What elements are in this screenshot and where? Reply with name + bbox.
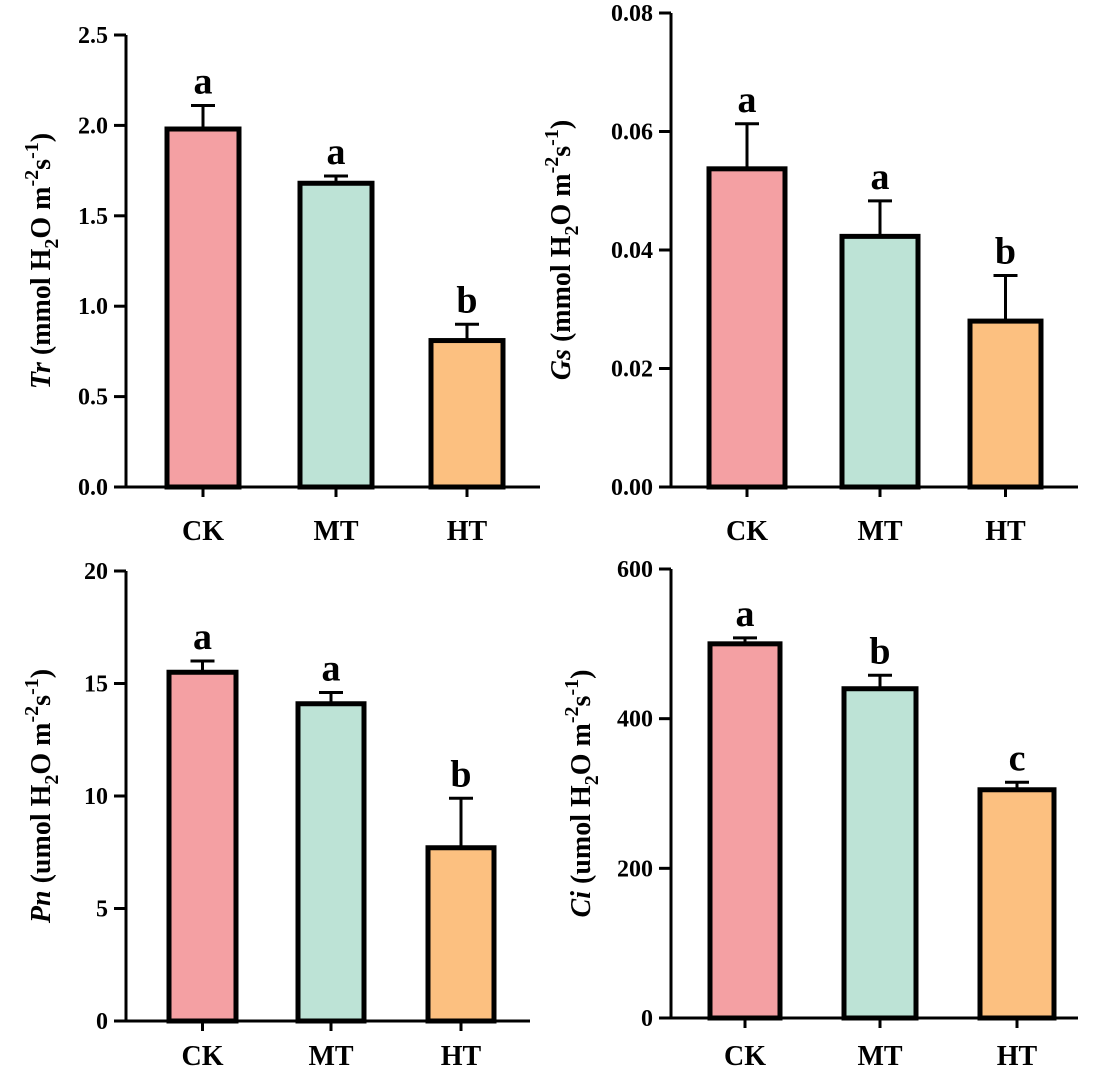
significance-letter-ck: a xyxy=(736,593,755,635)
bar-mt xyxy=(841,686,919,1021)
y-tick-label: 0.0 xyxy=(78,475,108,501)
significance-letter-ht: b xyxy=(995,230,1016,272)
y-tick-label: 2.0 xyxy=(78,113,108,139)
y-axis-label-sup2: -1 xyxy=(541,129,563,146)
x-tick-label-mt: MT xyxy=(308,1041,353,1072)
y-axis-label-mid: O m xyxy=(26,723,57,775)
x-tick-label-mt: MT xyxy=(857,516,902,547)
y-axis-label-sup1: -2 xyxy=(541,157,563,174)
x-tick-label-ck: CK xyxy=(182,1041,224,1072)
y-tick-label: 0.5 xyxy=(78,385,108,411)
y-axis-label: Tr (mmol H2O m-2s-1) xyxy=(21,133,63,389)
y-axis-label-mid: O m xyxy=(546,173,577,225)
x-tick-label-ht: HT xyxy=(985,516,1026,547)
y-axis-label-s: s xyxy=(26,695,57,706)
y-axis-label-var: Tr xyxy=(26,361,57,389)
y-axis-label-sup2: -1 xyxy=(21,678,43,695)
y-tick-label: 200 xyxy=(617,856,653,882)
y-axis-label-sub: 2 xyxy=(581,775,603,785)
y-tick-label: 0.08 xyxy=(611,1,653,27)
significance-letter-mt: b xyxy=(869,630,890,672)
y-axis-label-sup1: -2 xyxy=(21,706,43,723)
y-axis-label-mid: O m xyxy=(26,186,57,238)
bar-ck xyxy=(164,126,242,490)
significance-letter-ck: a xyxy=(738,79,757,121)
x-tick-label-ck: CK xyxy=(724,1041,766,1072)
significance-letter-ck: a xyxy=(193,616,212,658)
y-tick-label: 5 xyxy=(96,897,108,923)
y-axis-label-s: s xyxy=(566,695,597,706)
y-axis-label-open: (umol H xyxy=(26,784,57,890)
y-tick-label: 0 xyxy=(96,1009,108,1035)
x-tick-label-mt: MT xyxy=(313,516,358,547)
x-tick-label-mt: MT xyxy=(857,1041,902,1072)
y-axis-label-open: (mmol H xyxy=(546,235,577,349)
bar-ck xyxy=(707,641,783,1021)
y-tick-label: 10 xyxy=(84,784,108,810)
panel-tr: a CK a MT b HT 0.0 0.5 1.0 1.5 2.0 2.5 Tr (mmol H2O … xyxy=(21,23,540,547)
y-tick-label: 2.5 xyxy=(78,23,108,49)
x-tick-label-ck: CK xyxy=(182,516,224,547)
significance-letter-mt: a xyxy=(327,131,346,173)
significance-letter-ht: c xyxy=(1009,737,1026,779)
y-axis-label-close: ) xyxy=(26,669,57,678)
y-tick-label: 0.04 xyxy=(611,238,653,264)
y-axis-label-s: s xyxy=(546,146,577,157)
y-axis-label-sup1: -2 xyxy=(21,170,43,187)
y-axis-label-var: Ci xyxy=(566,891,597,918)
y-axis-label: Pn (umol H2O m-2s-1) xyxy=(21,669,63,924)
y-axis-label-sup2: -1 xyxy=(561,679,583,696)
y-axis-label-sub: 2 xyxy=(41,775,63,785)
y-axis-label-open: (umol H xyxy=(566,785,597,891)
y-tick-label: 0.06 xyxy=(611,120,653,146)
y-tick-label: 20 xyxy=(84,559,108,585)
y-tick-label: 400 xyxy=(617,707,653,733)
bar-mt xyxy=(297,180,375,490)
x-tick-label-ht: HT xyxy=(997,1041,1038,1072)
y-axis-label-close: ) xyxy=(566,670,597,679)
bar-mt xyxy=(839,233,921,490)
y-axis-label-var: Pn xyxy=(26,890,57,924)
y-axis-label-var: Gs xyxy=(546,349,577,380)
y-axis-label-sup2: -1 xyxy=(21,142,43,159)
x-tick-label-ck: CK xyxy=(726,516,768,547)
y-tick-label: 600 xyxy=(617,557,653,583)
bar-ht xyxy=(425,845,497,1024)
y-axis-label-close: ) xyxy=(26,133,57,142)
y-axis-label-sup1: -2 xyxy=(561,706,583,723)
y-tick-label: 0.00 xyxy=(611,475,653,501)
y-tick-label: 0 xyxy=(641,1006,653,1032)
bar-ht xyxy=(428,338,506,490)
x-tick-label-ht: HT xyxy=(441,1041,482,1072)
bar-ht xyxy=(977,787,1057,1021)
y-axis-label-mid: O m xyxy=(566,723,597,775)
bar-ht xyxy=(967,318,1044,490)
significance-letter-mt: a xyxy=(322,648,341,690)
bar-ck xyxy=(166,669,239,1024)
bar-ck xyxy=(706,166,788,490)
y-tick-label: 1.5 xyxy=(78,204,108,230)
y-tick-label: 1.0 xyxy=(78,294,108,320)
significance-letter-ck: a xyxy=(194,61,213,103)
x-tick-label-ht: HT xyxy=(447,516,488,547)
y-axis-label: Gs (mmol H2O m-2s-1) xyxy=(541,120,583,380)
panel-gs: a CK a MT b HT 0.00 0.02 0.04 0.06 0.08 Gs (mmol H2… xyxy=(541,1,1078,547)
panel-ci: a CK b MT c HT 0 200 400 600 Ci (umol H2O m-2s-1) xyxy=(561,557,1078,1072)
significance-letter-ht: b xyxy=(450,753,471,795)
y-axis-label-sub: 2 xyxy=(41,239,63,249)
significance-letter-ht: b xyxy=(456,279,477,321)
bar-mt xyxy=(295,701,367,1024)
y-axis-label: Ci (umol H2O m-2s-1) xyxy=(561,670,603,918)
y-tick-label: 0.02 xyxy=(611,357,653,383)
y-axis-label-s: s xyxy=(26,159,57,170)
y-axis-label-open: (mmol H xyxy=(26,248,57,362)
y-tick-label: 15 xyxy=(84,672,108,698)
panel-pn: a CK a MT b HT 0 5 10 15 20 Pn (umol H2O m-2s-1) xyxy=(21,559,530,1072)
y-axis-label-sub: 2 xyxy=(561,226,583,236)
y-axis-label-close: ) xyxy=(546,120,577,129)
significance-letter-mt: a xyxy=(871,156,890,198)
